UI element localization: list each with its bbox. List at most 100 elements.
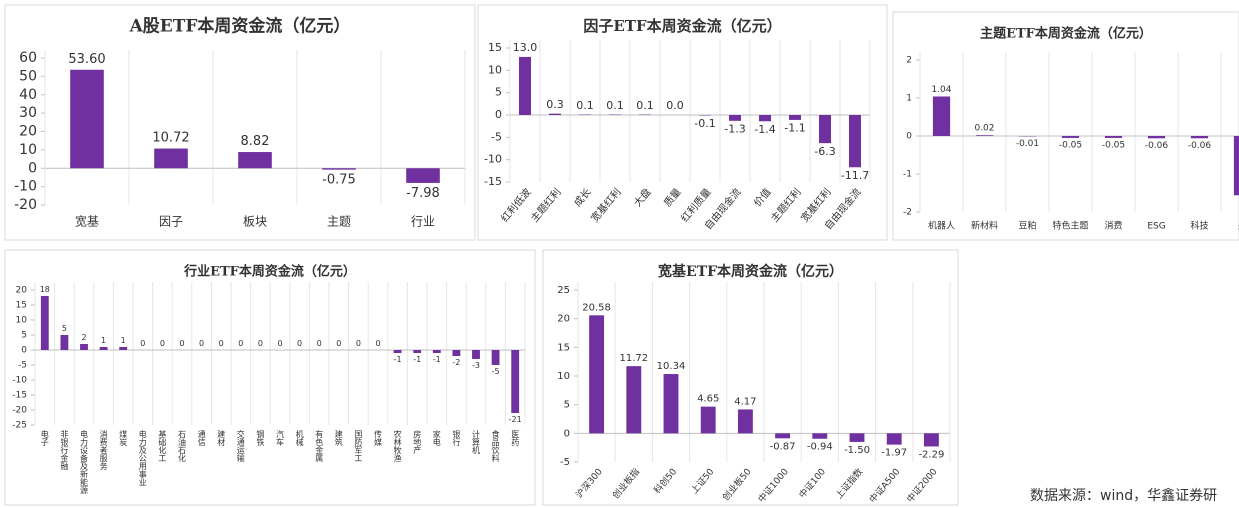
value-label: 0 xyxy=(336,339,341,348)
y-tick-label: 20 xyxy=(557,314,570,325)
value-label: -5 xyxy=(492,367,500,376)
value-label: -7.98 xyxy=(406,186,440,201)
y-tick-label: -1 xyxy=(903,170,912,180)
y-tick-label: 1 xyxy=(906,94,912,104)
value-label: -3 xyxy=(472,361,480,370)
bar xyxy=(975,135,994,136)
y-tick-label: 0 xyxy=(21,346,27,356)
x-tick-label: ESG xyxy=(1147,222,1165,232)
bar xyxy=(413,350,422,353)
bar xyxy=(849,115,861,168)
bar xyxy=(393,350,402,353)
x-tick-label: 钢铁 xyxy=(256,429,265,447)
value-label: 53.60 xyxy=(68,52,105,67)
value-label: 0.1 xyxy=(576,99,594,112)
value-label: -0.05 xyxy=(1059,141,1082,151)
bar xyxy=(1190,136,1209,139)
bar xyxy=(789,115,801,120)
y-tick-label: -5 xyxy=(18,361,27,371)
y-tick-label: 20 xyxy=(19,124,37,140)
value-label: 2 xyxy=(81,333,86,342)
value-label: -0.05 xyxy=(1102,141,1125,151)
value-label: -1 xyxy=(413,355,421,364)
x-tick-label: 通信 xyxy=(197,429,206,447)
value-label: 0 xyxy=(199,339,204,348)
y-tick-label: -10 xyxy=(12,376,27,386)
value-label: 20.58 xyxy=(582,302,611,313)
x-tick-label: 非银行金融 xyxy=(60,429,69,471)
x-tick-label: 煤炭 xyxy=(119,429,128,447)
bar xyxy=(70,69,104,169)
bar xyxy=(519,56,531,115)
bar xyxy=(886,433,902,445)
x-tick-label: 主题 xyxy=(327,215,351,229)
bar xyxy=(511,350,520,413)
value-label: 0 xyxy=(160,339,165,348)
value-label: 10.72 xyxy=(152,131,189,146)
x-tick-label: 特色主题 xyxy=(1052,220,1088,232)
bar xyxy=(119,347,128,350)
y-tick-label: 5 xyxy=(495,86,502,99)
y-tick-label: 0 xyxy=(28,160,37,176)
y-tick-label: 15 xyxy=(16,301,27,311)
chart-panel xyxy=(477,4,888,241)
value-label: 0 xyxy=(140,339,145,348)
value-label: -1.4 xyxy=(754,123,775,136)
x-tick-label: 豆粕 xyxy=(1018,220,1036,232)
bar xyxy=(238,152,272,169)
value-label: 0.0 xyxy=(666,99,684,112)
x-tick-label: 汽车 xyxy=(276,429,285,447)
bar xyxy=(775,433,791,439)
value-label: 13.0 xyxy=(513,41,538,54)
value-label: 0 xyxy=(219,339,224,348)
x-tick-label: 有色金属 xyxy=(315,429,324,463)
y-tick-label: -10 xyxy=(14,179,37,195)
y-tick-label: 10 xyxy=(16,316,28,326)
y-tick-label: -10 xyxy=(484,153,502,166)
bar xyxy=(322,168,356,170)
value-label: 0 xyxy=(179,339,184,348)
x-tick-label: 板块 xyxy=(243,215,267,229)
x-tick-label: 食品饮料 xyxy=(491,429,500,463)
x-tick-label: 消费者服务 xyxy=(99,429,108,471)
value-label: -1 xyxy=(433,355,441,364)
value-label: -6.3 xyxy=(814,145,835,158)
x-tick-label: 央 xyxy=(1238,220,1239,232)
value-label: 1 xyxy=(121,336,126,345)
value-label: -1.50 xyxy=(844,445,870,456)
chart-panel xyxy=(892,11,1239,241)
value-label: 0.3 xyxy=(546,98,564,111)
x-tick-label: 传媒 xyxy=(374,429,383,447)
value-label: 0 xyxy=(258,339,263,348)
value-label: 0 xyxy=(297,339,302,348)
value-label: -2 xyxy=(452,358,460,367)
source-note: 数据来源：wind，华鑫证券研 xyxy=(1030,487,1217,504)
value-label: -1.1 xyxy=(784,122,805,135)
bar xyxy=(759,115,771,122)
y-tick-label: 50 xyxy=(19,68,37,84)
x-tick-label: 科技 xyxy=(1190,220,1208,232)
chart-title: 宽基ETF本周资金流（亿元） xyxy=(658,263,843,280)
value-label: 0 xyxy=(375,339,380,348)
value-label: -0.06 xyxy=(1188,141,1212,151)
value-label: -0.87 xyxy=(770,441,796,452)
x-tick-label: 房地产 xyxy=(413,429,422,455)
value-label: -0.94 xyxy=(807,442,833,453)
x-tick-label: 电力设备及新能源 xyxy=(80,429,89,495)
value-label: 18 xyxy=(40,285,50,294)
y-tick-label: -15 xyxy=(12,391,27,401)
bar xyxy=(923,433,939,447)
x-tick-label: 银行 xyxy=(452,429,461,447)
y-tick-label: 25 xyxy=(557,285,570,296)
bar xyxy=(40,296,49,350)
y-tick-label: 60 xyxy=(19,50,37,66)
chart-title: A股ETF本周资金流（亿元） xyxy=(129,16,351,37)
bar xyxy=(729,115,741,121)
value-label: 0 xyxy=(277,339,282,348)
value-label: 0 xyxy=(317,339,322,348)
bar xyxy=(452,350,461,356)
x-tick-label: 农林牧渔 xyxy=(393,429,402,462)
value-label: -2.29 xyxy=(918,449,944,460)
x-tick-label: 电子 xyxy=(40,429,49,446)
bar xyxy=(80,344,88,350)
